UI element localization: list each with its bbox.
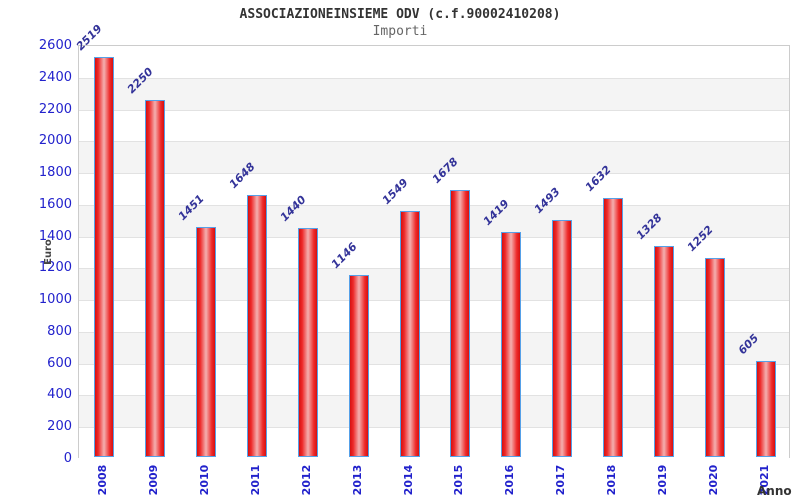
band xyxy=(79,395,789,428)
x-tick-label: 2010 xyxy=(198,464,212,496)
chart-subtitle: Importi xyxy=(372,24,428,39)
x-tick-label: 2020 xyxy=(706,464,720,496)
x-tick-label: 2013 xyxy=(350,464,364,496)
y-tick-label: 0 xyxy=(63,451,72,466)
y-tick-label: 200 xyxy=(47,419,72,435)
band xyxy=(79,141,789,174)
y-tick-label: 400 xyxy=(47,387,72,403)
plot-area: 2519 2250 1451 1648 1440 1146 1549 1678 1419 1493… xyxy=(74,22,790,459)
y-tick-label: 2400 xyxy=(38,69,72,85)
gridline xyxy=(79,141,789,143)
gridline xyxy=(79,331,789,333)
band xyxy=(79,236,789,269)
bar-2016 xyxy=(501,231,522,457)
gridline xyxy=(79,300,789,302)
band xyxy=(79,173,789,205)
bar-2020 xyxy=(704,258,725,457)
band xyxy=(79,331,789,364)
y-axis: 0 200 400 600 800 1000 1200 1400 1600 1800 2000 220… xyxy=(0,39,72,465)
band xyxy=(79,109,789,142)
x-axis: 2008 2009 2010 2011 2012 2013 2014 2015 2016 2017… xyxy=(0,458,800,500)
bar-2014 xyxy=(399,210,420,457)
x-tick-label: 2014 xyxy=(401,464,415,496)
y-axis-title: Euro xyxy=(43,239,54,265)
x-tick-label: 2011 xyxy=(249,464,262,496)
band xyxy=(79,300,789,332)
band xyxy=(79,268,789,301)
bar-2021 xyxy=(755,360,776,457)
x-tick-label: 2016 xyxy=(503,464,517,496)
y-tick-label: 1600 xyxy=(38,196,72,212)
x-tick-label: 2017 xyxy=(554,464,568,496)
gridline xyxy=(79,173,789,175)
x-tick-label: 2018 xyxy=(605,464,618,496)
x-tick-label: 2012 xyxy=(299,464,313,496)
y-tick-label: 600 xyxy=(47,355,72,371)
gridline xyxy=(79,268,789,270)
gridline xyxy=(79,204,789,206)
gridline xyxy=(79,77,789,79)
band xyxy=(79,77,789,110)
x-tick-label: 2009 xyxy=(147,464,161,496)
bar-2018 xyxy=(603,197,623,457)
bar-2011 xyxy=(247,195,267,457)
y-tick-label: 1800 xyxy=(38,165,72,181)
bar-2017 xyxy=(552,219,573,457)
bar-2019 xyxy=(653,246,674,457)
band xyxy=(79,363,789,396)
band xyxy=(79,46,789,78)
x-tick-label: 2015 xyxy=(452,464,466,496)
bar-2009 xyxy=(145,99,166,457)
y-tick-label: 2200 xyxy=(38,101,72,117)
chart-title: ASSOCIAZIONEINSIEME ODV (c.f.90002410208… xyxy=(239,7,561,22)
x-tick-label: 2008 xyxy=(96,464,110,496)
bar-2010 xyxy=(196,226,217,457)
y-tick-label: 1200 xyxy=(38,260,72,276)
y-tick-label: 1400 xyxy=(38,228,72,244)
y-tick-label: 2600 xyxy=(38,38,72,53)
gridline xyxy=(79,395,789,397)
bar-2012 xyxy=(297,228,318,457)
bar-2013 xyxy=(348,274,369,457)
y-tick-label: 800 xyxy=(47,323,72,339)
gridline xyxy=(79,109,789,111)
bar-2015 xyxy=(450,190,471,457)
x-tick-label: 2019 xyxy=(655,464,669,496)
gridline xyxy=(79,427,789,429)
band xyxy=(79,427,789,459)
x-axis-title: Anno xyxy=(757,484,792,498)
bar-2008 xyxy=(94,56,115,457)
y-tick-label: 1000 xyxy=(38,292,72,308)
y-tick-label: 2000 xyxy=(38,133,72,149)
gridline xyxy=(79,236,789,238)
gridline xyxy=(79,363,789,365)
